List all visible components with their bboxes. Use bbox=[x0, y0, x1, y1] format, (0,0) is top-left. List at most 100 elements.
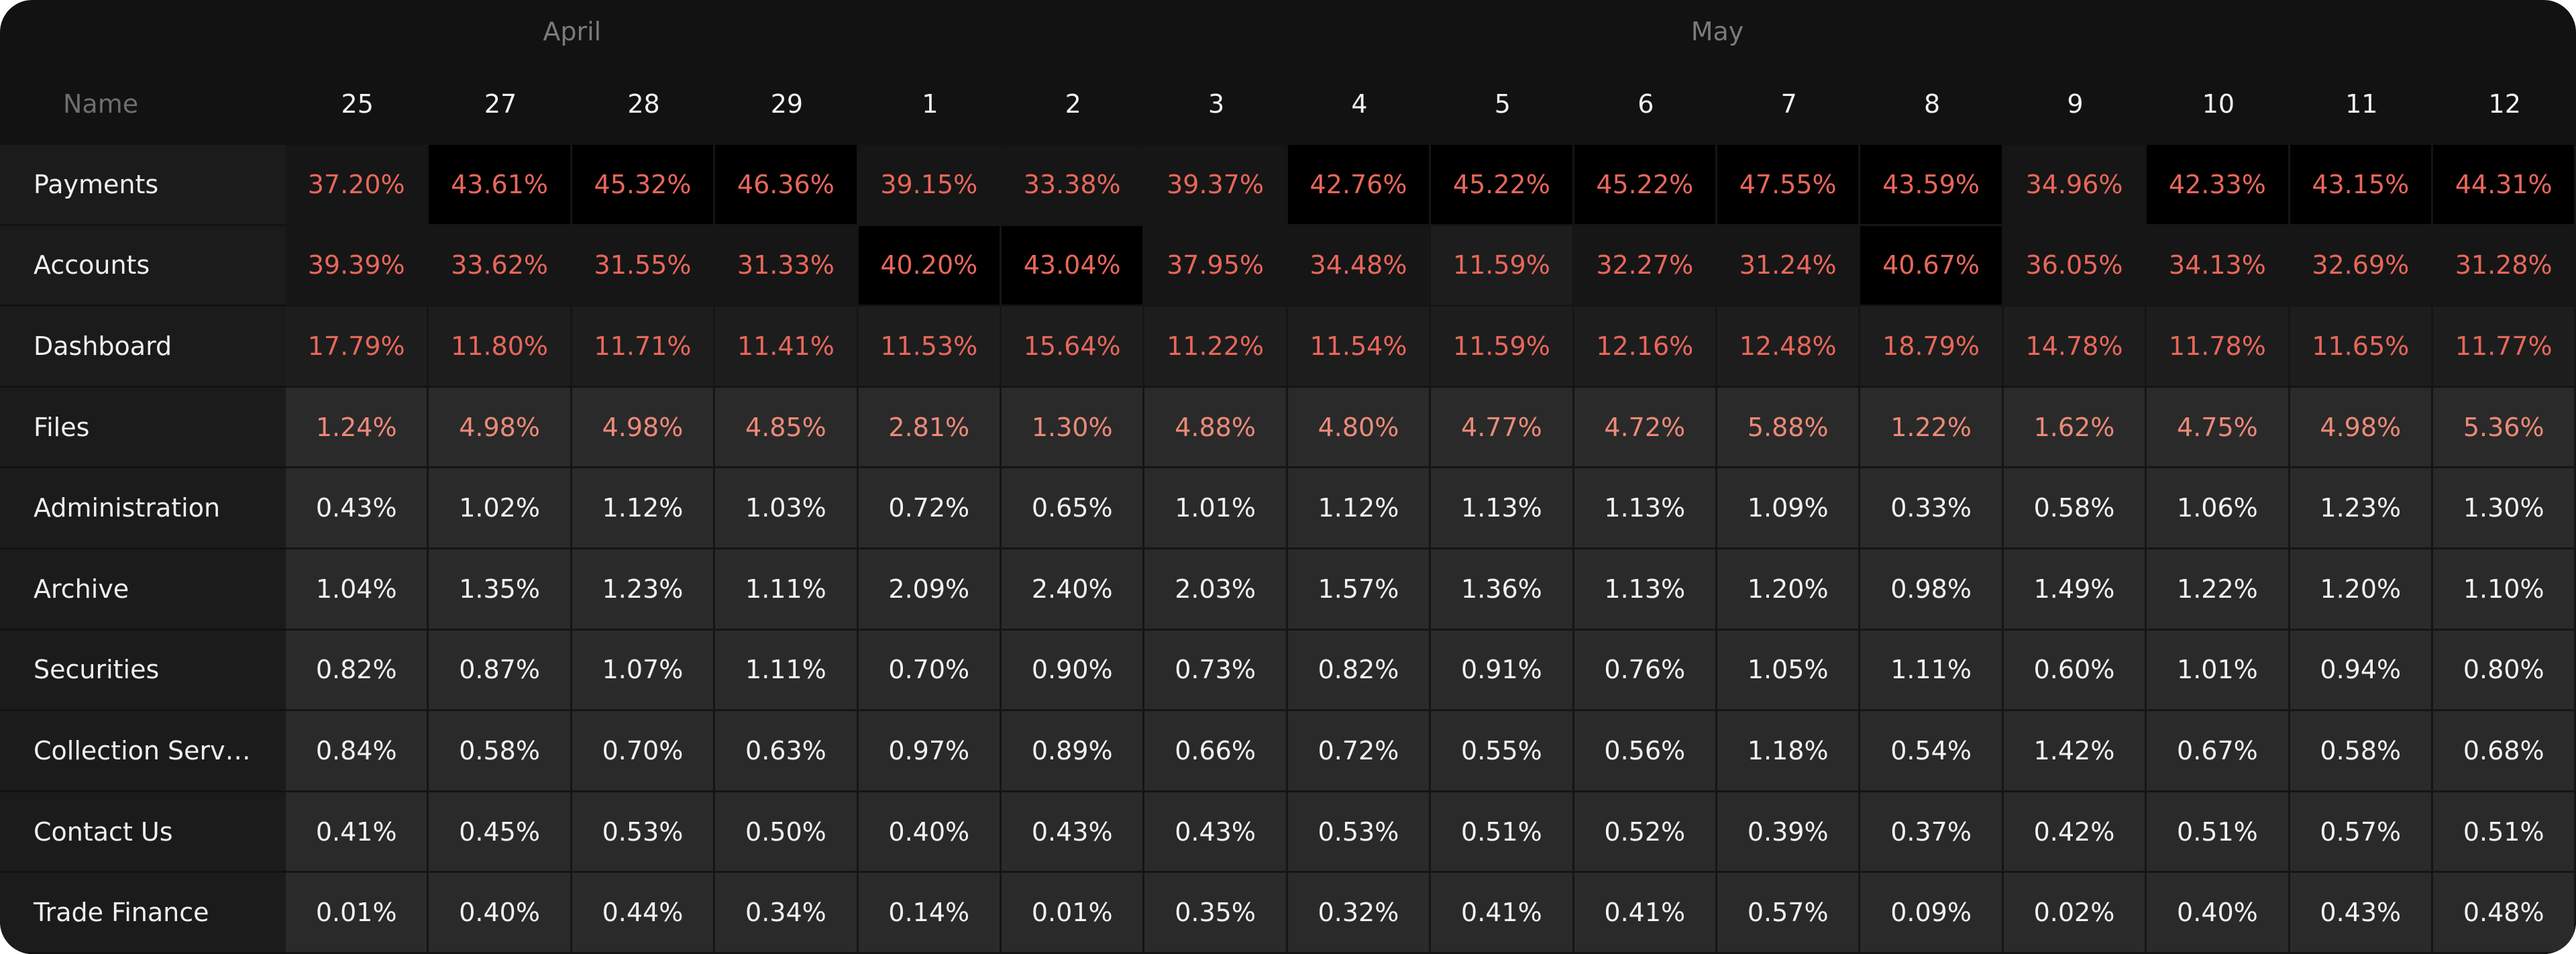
cell: 40.67% bbox=[1860, 225, 2004, 307]
row-name: Files bbox=[0, 387, 286, 469]
cell: 33.62% bbox=[429, 225, 572, 307]
cell: 0.58% bbox=[2290, 711, 2433, 792]
cell: 1.30% bbox=[2433, 468, 2576, 549]
cell: 5.36% bbox=[2433, 387, 2576, 469]
cell: 0.52% bbox=[1574, 792, 1717, 873]
cell: 31.24% bbox=[1717, 225, 1861, 307]
cell: 45.32% bbox=[572, 145, 716, 226]
cell: 4.98% bbox=[572, 387, 716, 469]
cell: 0.41% bbox=[1431, 873, 1574, 954]
cell: 0.51% bbox=[2433, 792, 2576, 873]
cell: 0.51% bbox=[1431, 792, 1574, 873]
cell: 1.13% bbox=[1574, 468, 1717, 549]
cell: 0.80% bbox=[2433, 630, 2576, 712]
cell: 39.15% bbox=[858, 145, 1002, 226]
cell: 0.97% bbox=[858, 711, 1002, 792]
day-label: 28 bbox=[627, 89, 660, 119]
cell: 0.42% bbox=[2003, 792, 2147, 873]
cell: 0.43% bbox=[1144, 792, 1288, 873]
cell: 0.57% bbox=[2290, 792, 2433, 873]
cell: 0.14% bbox=[858, 873, 1002, 954]
cell: 45.22% bbox=[1574, 145, 1717, 226]
cell: 0.35% bbox=[1144, 873, 1288, 954]
cell: 2.81% bbox=[858, 387, 1002, 469]
cell: 1.11% bbox=[715, 549, 859, 631]
day-label: 12 bbox=[2488, 89, 2521, 119]
cell: 1.02% bbox=[429, 468, 572, 549]
cell: 0.02% bbox=[2003, 873, 2147, 954]
cell: 1.24% bbox=[286, 387, 429, 469]
cell: 0.72% bbox=[1287, 711, 1432, 792]
cell: 2.09% bbox=[858, 549, 1002, 631]
cell: 1.03% bbox=[715, 468, 859, 549]
cell: 34.13% bbox=[2147, 225, 2290, 307]
cell: 34.48% bbox=[1287, 225, 1432, 307]
cell: 11.22% bbox=[1144, 307, 1288, 388]
cell: 11.54% bbox=[1287, 307, 1432, 388]
cell: 42.76% bbox=[1287, 145, 1432, 226]
cell: 0.09% bbox=[1860, 873, 2004, 954]
day-label: 3 bbox=[1208, 89, 1225, 119]
cell: 0.41% bbox=[1574, 873, 1717, 954]
cell: 1.01% bbox=[2147, 630, 2290, 712]
cell: 1.62% bbox=[2003, 387, 2147, 469]
cell: 1.18% bbox=[1717, 711, 1861, 792]
cell: 12.16% bbox=[1574, 307, 1717, 388]
day-label: 2 bbox=[1065, 89, 1081, 119]
cell: 45.22% bbox=[1431, 145, 1574, 226]
cell: 31.33% bbox=[715, 225, 859, 307]
cell: 4.72% bbox=[1574, 387, 1717, 469]
row-name: Securities bbox=[0, 630, 286, 712]
cell: 44.31% bbox=[2433, 145, 2576, 226]
cell: 0.72% bbox=[858, 468, 1002, 549]
cell: 1.22% bbox=[1860, 387, 2004, 469]
cell: 11.41% bbox=[715, 307, 859, 388]
cell: 0.91% bbox=[1431, 630, 1574, 712]
cell: 0.89% bbox=[1002, 711, 1145, 792]
cell: 1.11% bbox=[715, 630, 859, 712]
cell: 0.56% bbox=[1574, 711, 1717, 792]
cell: 0.43% bbox=[286, 468, 429, 549]
day-label: 9 bbox=[2067, 89, 2084, 119]
row-name: Administration bbox=[0, 468, 286, 549]
cell: 39.39% bbox=[286, 225, 429, 307]
cell: 0.33% bbox=[1860, 468, 2004, 549]
cell: 42.33% bbox=[2147, 145, 2290, 226]
day-label: 1 bbox=[922, 89, 938, 119]
cell: 37.20% bbox=[286, 145, 429, 226]
day-label: 25 bbox=[341, 89, 374, 119]
cell: 15.64% bbox=[1002, 307, 1145, 388]
cell: 40.20% bbox=[858, 225, 1002, 307]
day-label: 8 bbox=[1923, 89, 1941, 119]
cell: 43.04% bbox=[1002, 225, 1145, 307]
cell: 0.98% bbox=[1860, 549, 2004, 631]
cell: 11.80% bbox=[429, 307, 572, 388]
cell: 5.88% bbox=[1717, 387, 1861, 469]
cell: 11.59% bbox=[1431, 307, 1574, 388]
month-label: April bbox=[543, 16, 602, 46]
cell: 0.57% bbox=[1717, 873, 1861, 954]
cell: 0.40% bbox=[858, 792, 1002, 873]
cell: 0.37% bbox=[1860, 792, 2004, 873]
cell: 1.35% bbox=[429, 549, 572, 631]
cell: 0.51% bbox=[2147, 792, 2290, 873]
cell: 1.23% bbox=[572, 549, 716, 631]
cell: 0.01% bbox=[286, 873, 429, 954]
cell: 34.96% bbox=[2003, 145, 2147, 226]
cell: 37.95% bbox=[1144, 225, 1288, 307]
cell: 11.71% bbox=[572, 307, 716, 388]
cell: 0.90% bbox=[1002, 630, 1145, 712]
cell: 1.04% bbox=[286, 549, 429, 631]
cell: 0.43% bbox=[1002, 792, 1145, 873]
cell: 1.11% bbox=[1860, 630, 2004, 712]
cell: 0.67% bbox=[2147, 711, 2290, 792]
cell: 11.77% bbox=[2433, 307, 2576, 388]
cell: 4.77% bbox=[1431, 387, 1574, 469]
cell: 0.58% bbox=[429, 711, 572, 792]
cell: 0.60% bbox=[2003, 630, 2147, 712]
cell: 0.94% bbox=[2290, 630, 2433, 712]
cell: 36.05% bbox=[2003, 225, 2147, 307]
cell: 0.87% bbox=[429, 630, 572, 712]
row-name: Archive bbox=[0, 549, 286, 631]
